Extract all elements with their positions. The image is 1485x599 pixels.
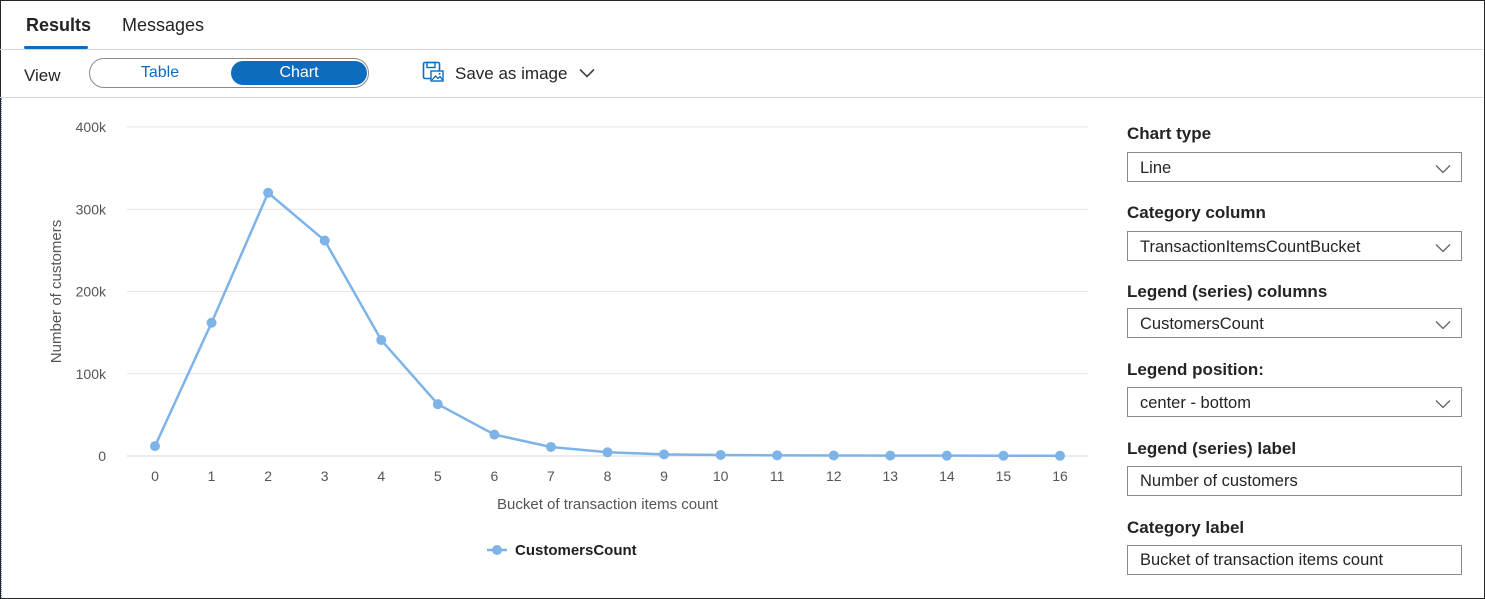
x-tick-label: 6 [490, 468, 498, 484]
data-point[interactable] [489, 429, 500, 440]
toolbar: View Table Chart Save as image [0, 50, 1483, 98]
x-tick-label: 16 [1052, 468, 1068, 484]
legend-columns-select[interactable]: CustomersCount [1127, 308, 1462, 338]
chevron-down-icon [579, 65, 596, 83]
x-axis-ticks: 0 1 2 3 4 5 6 7 8 9 10 11 12 13 14 15 16 [151, 468, 1068, 484]
legend-label-field: Legend (series) label [1127, 439, 1462, 496]
data-point[interactable] [263, 187, 274, 198]
tab-messages[interactable]: Messages [122, 15, 205, 35]
x-tick-label: 8 [604, 468, 612, 484]
save-image-icon [422, 61, 444, 88]
data-point[interactable] [1055, 450, 1065, 461]
x-tick-label: 3 [321, 468, 329, 484]
legend-position-value: center - bottom [1140, 394, 1251, 412]
category-label-field: Category label [1127, 518, 1462, 575]
legend-columns-value: CustomersCount [1140, 315, 1264, 333]
x-tick-label: 12 [826, 468, 842, 484]
y-tick-label: 200k [76, 284, 107, 300]
data-point[interactable] [319, 235, 330, 246]
x-tick-label: 15 [996, 468, 1012, 484]
save-as-image-label: Save as image [455, 64, 568, 83]
y-axis-ticks: 0 100k 200k 300k 400k [76, 119, 107, 464]
data-point[interactable] [150, 441, 160, 452]
x-tick-label: 14 [939, 468, 955, 484]
category-column-field: Category column TransactionItemsCountBuc… [1127, 203, 1462, 261]
data-point[interactable] [772, 450, 783, 461]
data-point[interactable] [376, 335, 387, 346]
x-tick-label: 4 [377, 468, 385, 484]
legend-columns-label: Legend (series) columns [1127, 282, 1328, 301]
tab-results[interactable]: Results [26, 15, 92, 35]
x-tick-label: 13 [883, 468, 899, 484]
series-line [153, 190, 1061, 458]
data-point[interactable] [545, 441, 556, 452]
chevron-down-icon [1435, 396, 1451, 414]
legend-columns-field: Legend (series) columns CustomersCount [1127, 282, 1462, 338]
legend-label-input[interactable] [1127, 466, 1462, 496]
data-point[interactable] [715, 450, 726, 461]
y-tick-label: 100k [76, 366, 107, 382]
y-tick-label: 300k [76, 201, 107, 217]
chart-type-value: Line [1140, 159, 1172, 177]
chart-type-label: Chart type [1127, 124, 1212, 143]
chart-type-select[interactable]: Line [1127, 152, 1462, 182]
y-axis-title: Number of customers [48, 220, 65, 363]
focus-outline [1, 98, 2, 598]
save-as-image-button[interactable]: Save as image [422, 61, 596, 88]
category-label-input[interactable] [1127, 545, 1462, 575]
view-toggle: Table Chart [89, 58, 369, 88]
chevron-down-icon [1435, 317, 1451, 335]
legend-entry: CustomersCount [515, 542, 637, 559]
legend-marker-dot [492, 545, 502, 555]
x-tick-label: 10 [713, 468, 729, 484]
data-point[interactable] [206, 317, 217, 328]
chart-grid [127, 126, 1088, 457]
chart-type-field: Chart type Line [1127, 124, 1462, 182]
x-tick-label: 1 [208, 468, 216, 484]
view-label: View [24, 66, 61, 85]
x-tick-label: 9 [660, 468, 668, 484]
results-tabs: Results Messages [0, 0, 1483, 50]
x-tick-label: 7 [547, 468, 555, 484]
x-tick-label: 2 [264, 468, 272, 484]
data-point[interactable] [602, 447, 613, 458]
legend-label-label: Legend (series) label [1127, 439, 1297, 458]
data-point[interactable] [885, 450, 896, 461]
category-column-value: TransactionItemsCountBucket [1140, 238, 1361, 256]
view-option-table[interactable]: Table [140, 64, 180, 81]
data-point[interactable] [941, 450, 952, 461]
data-point[interactable] [659, 449, 670, 460]
chevron-down-icon [1435, 161, 1451, 179]
x-tick-label: 5 [434, 468, 442, 484]
data-point[interactable] [432, 399, 443, 410]
data-point[interactable] [828, 450, 839, 461]
y-tick-label: 400k [76, 119, 107, 135]
x-axis-title: Bucket of transaction items count [497, 496, 719, 513]
chart-legend[interactable]: CustomersCount [487, 542, 637, 559]
category-column-select[interactable]: TransactionItemsCountBucket [1127, 231, 1462, 261]
legend-position-field: Legend position: center - bottom [1127, 360, 1462, 417]
view-option-chart[interactable]: Chart [231, 61, 367, 85]
active-tab-indicator [24, 46, 88, 49]
chevron-down-icon [1435, 240, 1451, 258]
category-label-label: Category label [1127, 518, 1245, 537]
data-point[interactable] [998, 450, 1009, 461]
chart-series [150, 187, 1065, 461]
x-tick-label: 11 [770, 468, 785, 484]
category-column-label: Category column [1127, 203, 1266, 222]
y-tick-label: 0 [98, 448, 106, 464]
legend-position-select[interactable]: center - bottom [1127, 387, 1462, 417]
x-tick-label: 0 [151, 468, 159, 484]
legend-position-label: Legend position: [1127, 360, 1264, 379]
